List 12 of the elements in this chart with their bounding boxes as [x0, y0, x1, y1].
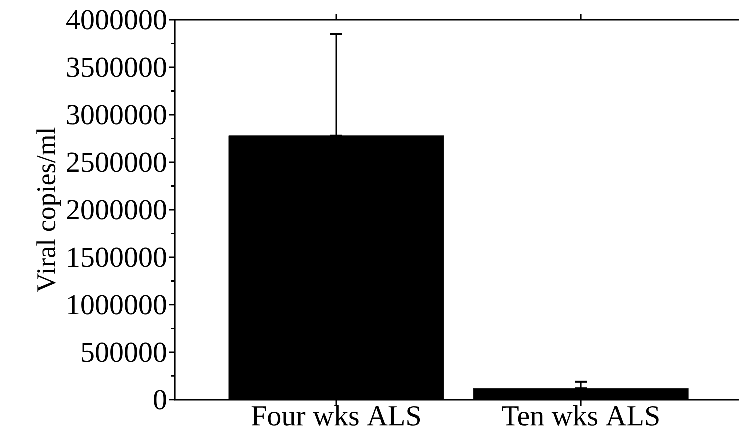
x-tick-label: Ten wks ALS: [502, 406, 659, 426]
y-tick-label: 0: [154, 390, 166, 410]
y-tick-label: 4000000: [66, 10, 166, 30]
y-tick-label: 500000: [82, 342, 166, 362]
y-tick-label: 1500000: [68, 248, 166, 268]
y-tick-label: 2500000: [67, 152, 166, 172]
y-tick-label: 1000000: [68, 295, 166, 315]
y-tick-label: 3000000: [67, 105, 166, 125]
x-tick-label: Four wks ALS: [252, 406, 420, 426]
y-axis-title: Viral copies/ml: [36, 128, 62, 292]
y-tick-label: 2000000: [67, 200, 166, 220]
y-tick-label: 3500000: [67, 58, 166, 78]
